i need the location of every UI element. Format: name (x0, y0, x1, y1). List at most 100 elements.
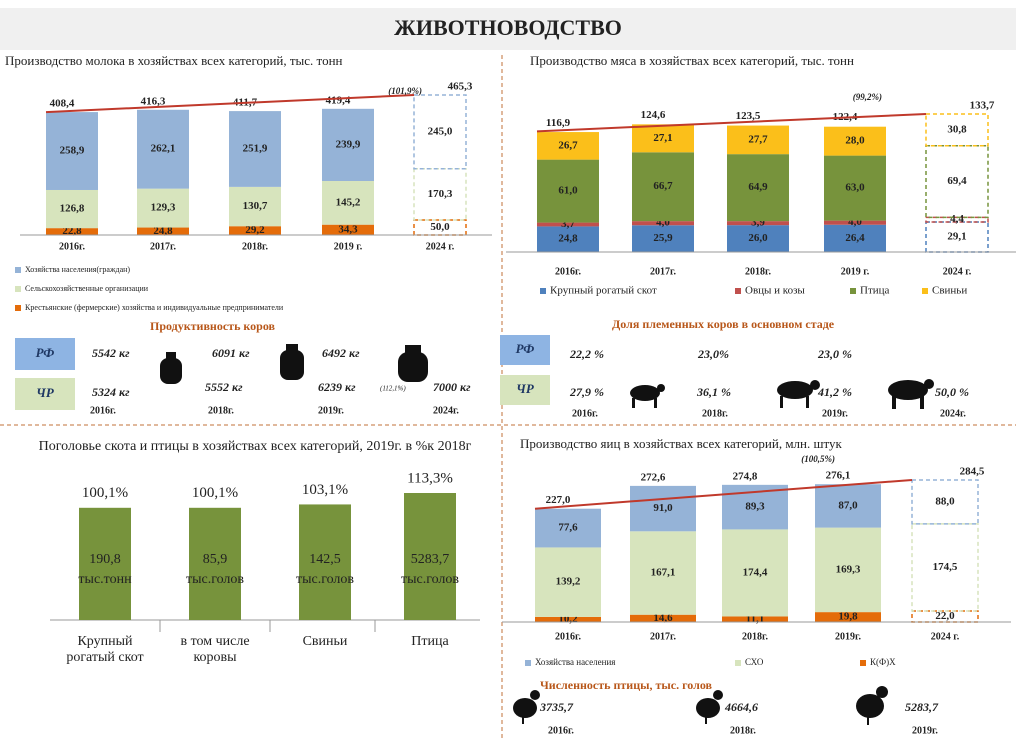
value: 50,0 % (935, 385, 969, 399)
year: 2018г. (730, 725, 756, 736)
row-label: ЧР (36, 385, 55, 400)
value-label: 113,3% (407, 470, 453, 486)
category-box: в том числе коровы (180, 634, 250, 665)
legend-label: Овцы и козы (745, 285, 805, 297)
bar-segment (911, 610, 979, 623)
bar-segment (727, 125, 789, 155)
value: 5542 кг (92, 346, 130, 360)
segment-label: 19,8 (838, 611, 858, 623)
segment-label: 258,9 (60, 145, 85, 157)
segment-label: 139,2 (556, 576, 581, 588)
segment-label: 50,0 (430, 221, 450, 233)
segment-label: 129,3 (151, 202, 176, 214)
label-box (15, 378, 75, 410)
segment-label: 130,7 (243, 200, 268, 212)
x-tick-label: 2017г. (150, 241, 176, 252)
total-label: 124,6 (641, 109, 666, 121)
bar-segment (727, 154, 789, 222)
total-label: 416,3 (141, 95, 166, 107)
inner-label: 5283,7 (411, 552, 450, 567)
bar-segment (630, 485, 696, 532)
bar-segment (911, 479, 979, 525)
bar-segment (322, 108, 374, 181)
segment-label: 170,3 (428, 188, 453, 200)
x-tick-label: 2017г. (650, 266, 676, 277)
x-tick-label: 2024 г. (943, 266, 972, 277)
value: 5324 кг (92, 385, 130, 399)
bar-segment (229, 186, 281, 227)
segment-label: 29,2 (245, 224, 265, 236)
x-tick-label: Свиньи (302, 634, 348, 649)
chart-title: Производство яиц в хозяйствах всех катег… (520, 436, 843, 451)
total-label: 116,9 (546, 117, 571, 129)
legend-swatch (860, 660, 866, 666)
x-tick-label: 2019 г. (334, 241, 363, 252)
x-tick-label: 2024 г. (426, 241, 455, 252)
legend-label: Свиньи (932, 285, 967, 297)
bar-segment (229, 111, 281, 187)
chart-title-box: Поголовье скота и птицы в хозяйствах все… (39, 439, 472, 454)
x-tick-label: 2016г. (555, 631, 581, 642)
category-box: Крупный рогатый скот (66, 634, 143, 665)
segment-label: 91,0 (653, 502, 673, 514)
inner-label: тыс.тонн (78, 572, 132, 587)
legend-label: Сельскохозяйственные организации (25, 284, 149, 293)
chicken-icons (513, 686, 888, 725)
legend-swatch (540, 288, 546, 294)
inner-label: 190,8 (89, 552, 121, 567)
segment-label: 24,8 (153, 225, 173, 237)
legend-label: Крупный рогатый скот (550, 285, 657, 297)
value: 23,0% (697, 347, 729, 361)
total-label: 133,7 (970, 100, 995, 112)
x-tick-label: 2017г. (650, 631, 676, 642)
segment-label: 29,1 (947, 231, 966, 243)
segment-label: 89,3 (745, 501, 765, 513)
x-tick-label: 2018г. (745, 266, 771, 277)
bar-segment (535, 508, 601, 548)
segment-label: 69,4 (947, 175, 967, 187)
x-tick-label: 2016г. (59, 241, 85, 252)
value: 41,2 % (817, 385, 852, 399)
legend-swatch (922, 288, 928, 294)
bar-segment (46, 112, 98, 190)
segment-label: 27,7 (748, 133, 768, 145)
segment-label: 145,2 (336, 196, 361, 208)
segment-label: 251,9 (243, 143, 268, 155)
segment-label: 25,9 (653, 232, 673, 244)
page-title: ЖИВОТНОВОДСТВО (394, 15, 622, 40)
bar-segment (229, 226, 281, 235)
bar (299, 504, 351, 620)
segment-label: 27,1 (653, 132, 672, 144)
bar-segment (911, 523, 979, 612)
bar-segment (630, 531, 696, 615)
bar-segment (632, 221, 694, 226)
segment-label: 169,3 (836, 563, 861, 575)
x-tick-label: в том числе коровы (180, 634, 250, 665)
chart-title: Производство молока в хозяйствах всех ка… (5, 53, 343, 68)
total-label: 227,0 (546, 494, 571, 506)
bar-segment (925, 113, 989, 147)
bar-segment (815, 484, 881, 528)
legend-label: Крестьянские (фермерские) хозяйства и ин… (25, 303, 284, 312)
value: 22,2 % (569, 347, 604, 361)
chart-title: Производство мяса в хозяйствах всех кате… (530, 53, 854, 68)
bar (189, 507, 241, 620)
label-box (500, 335, 550, 365)
bar-segment (537, 226, 599, 252)
section-heading: Доля племенных коров в основном стаде (612, 317, 835, 331)
legend-label: К(Ф)Х (870, 657, 896, 667)
bar-segment (630, 614, 696, 622)
category-box: Свиньи (302, 634, 348, 649)
segment-label: 28,0 (845, 135, 865, 147)
trend-line (536, 113, 927, 133)
segment-label: 63,0 (845, 182, 865, 194)
segment-label: 239,9 (336, 138, 361, 150)
bar-segment (824, 224, 886, 252)
bar-segment (535, 547, 601, 617)
inner-label: тыс.голов (401, 572, 459, 587)
value: 7000 кг (433, 380, 471, 394)
inner-label: тыс.голов (296, 572, 354, 587)
value-label: 100,1% (82, 485, 128, 501)
total-label: 419,4 (326, 94, 351, 106)
value: 6091 кг (212, 346, 250, 360)
